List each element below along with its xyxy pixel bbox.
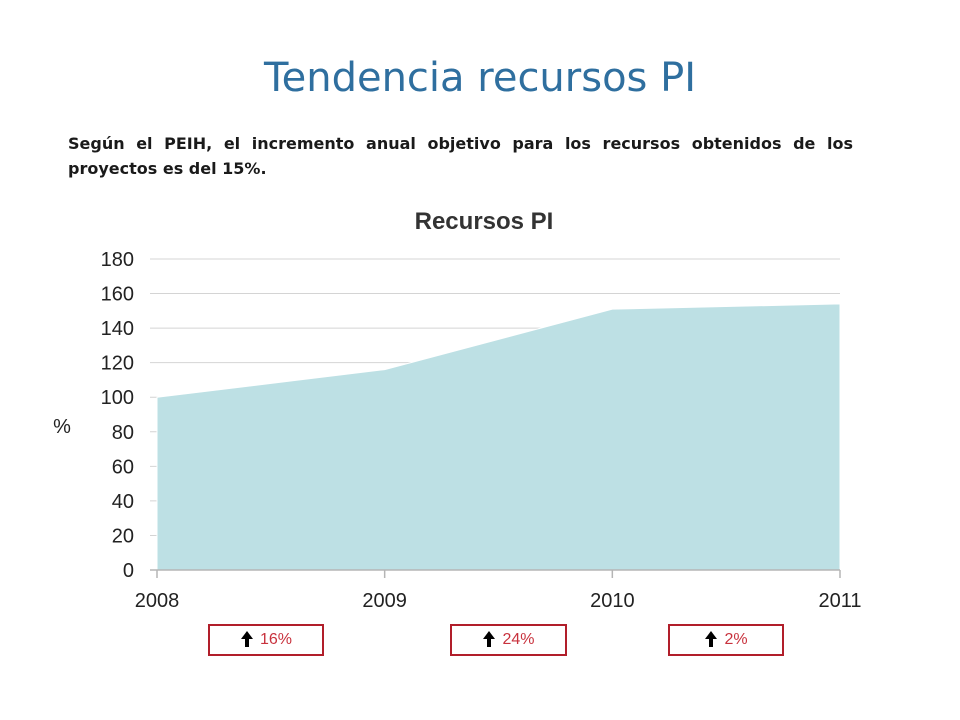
- slide-body-text: Según el PEIH, el incremento anual objet…: [68, 134, 853, 178]
- y-tick-label: 0: [123, 560, 134, 582]
- chart-title: Recursos PI: [415, 208, 554, 235]
- series-area: [156, 303, 841, 571]
- x-tick-label: 2010: [590, 590, 635, 612]
- arrow-up-icon: [483, 631, 496, 647]
- x-tick-label: 2011: [818, 590, 861, 612]
- y-tick-label: 20: [112, 525, 134, 547]
- y-tick-label: 100: [101, 387, 134, 409]
- y-tick-label: 60: [112, 456, 134, 478]
- y-tick-label: 160: [101, 284, 134, 306]
- change-label: 24%: [502, 631, 535, 648]
- x-tick-label: 2009: [362, 590, 407, 612]
- arrow-up-icon: [240, 631, 253, 647]
- change-box-1: 16%: [208, 624, 324, 656]
- y-tick-label: 120: [101, 353, 134, 375]
- change-box-2: 24%: [450, 624, 567, 656]
- change-box-3: 2%: [668, 624, 784, 656]
- x-tick-label: 2008: [135, 590, 180, 612]
- y-axis-label: %: [53, 416, 71, 438]
- change-label: 2%: [724, 631, 748, 648]
- y-tick-label: 140: [101, 318, 134, 340]
- change-label: 16%: [259, 631, 293, 648]
- slide-title: Tendencia recursos PI: [263, 55, 697, 101]
- y-tick-label: 180: [101, 249, 134, 271]
- arrow-up-icon: [705, 631, 718, 647]
- y-tick-label: 40: [112, 491, 134, 513]
- y-tick-label: 80: [112, 422, 134, 444]
